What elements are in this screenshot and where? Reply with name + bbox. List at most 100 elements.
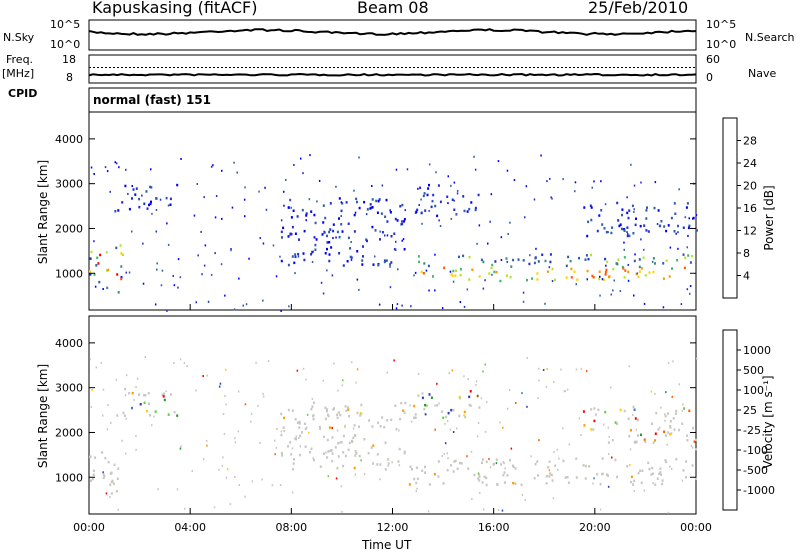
noise-cell [633,489,635,492]
echo-cell [630,429,632,432]
echo-cell [381,416,384,419]
echo-cell [663,225,666,228]
noise-cell [335,185,337,188]
echo-cell [326,408,328,411]
echo-cell [421,392,424,395]
echo-cell [115,490,118,493]
echo-cell [356,411,359,415]
noise-cell [681,409,683,412]
echo-cell [121,201,124,204]
echo-cell [389,263,392,266]
noise-cell [234,476,236,478]
echo-cell [340,209,343,213]
echo-cell [314,243,317,247]
noise-cell [482,370,484,373]
echo-cell [650,422,653,425]
echo-cell [104,456,107,460]
echo-cell [353,424,356,427]
noise-cell [444,442,447,445]
noise-cell [495,462,498,465]
noise-cell [244,215,246,218]
echo-cell [303,229,306,233]
echo-cell [493,270,496,274]
noise-cell [354,211,357,214]
noise-cell [604,203,607,206]
echo-cell [638,265,641,269]
noise-cell [686,246,688,249]
echo-cell [280,230,283,234]
echo-cell [390,235,393,238]
echo-cell [627,417,630,420]
echo-cell [305,214,308,217]
echo-cell [313,458,315,462]
noise-cell [667,511,670,514]
noise-cell [466,288,469,291]
echo-cell [394,404,397,407]
echo-cell [650,473,653,476]
noise-cell [662,306,665,309]
noise-cell [150,168,152,171]
echo-cell [138,197,141,201]
noise-cell [302,172,304,175]
noise-cell [109,495,111,498]
echo-cell [131,391,134,395]
noise-cell [195,301,197,304]
echo-cell [469,404,472,407]
noise-cell [327,475,330,478]
echo-cell [97,262,100,265]
echo-cell [647,461,650,465]
echo-cell [117,209,120,212]
echo-cell [143,394,146,397]
nave-label: Nave [748,67,777,80]
echo-cell [414,413,417,416]
noise-cell [428,163,431,166]
echo-cell [584,258,587,261]
echo-cell [611,226,614,229]
echo-cell [659,467,662,470]
echo-cell [549,253,552,256]
echo-cell [379,463,382,466]
echo-cell [456,467,459,470]
echo-cell [495,270,498,274]
echo-cell [116,273,119,276]
noise-cell [225,403,227,406]
echo-cell [327,450,330,453]
noise-cell [580,434,582,436]
noise-cell [389,265,391,268]
noise-cell [526,405,528,408]
echo-cell [124,387,127,391]
noise-cell [395,307,398,310]
echo-cell [685,476,687,479]
echo-cell [311,405,314,408]
echo-cell [594,413,597,416]
x-tick-label: 12:00 [377,521,409,534]
noise-cell [401,220,403,223]
echo-cell [366,239,368,243]
echo-cell [329,449,332,452]
noise-cell [416,487,418,490]
noise-cell [127,192,129,195]
echo-cell [311,250,314,254]
echo-cell [360,412,363,415]
noise-cell [333,362,335,365]
colorbar-tick-label: -1000 [743,484,775,497]
echo-cell [686,434,689,437]
noise-cell [398,464,401,467]
noise-cell [450,184,452,187]
noise-cell [231,206,234,209]
noise-cell [484,430,487,433]
colorbar-tick-label: 12 [743,225,757,238]
echo-cell [322,221,325,224]
noise-cell [466,455,468,458]
echo-cell [101,451,104,454]
echo-cell [395,427,398,431]
echo-cell [371,206,374,209]
echo-cell [578,256,580,260]
echo-cell [90,479,92,483]
echo-cell [673,202,676,205]
noise-cell [340,201,343,204]
noise-cell [552,497,555,500]
noise-cell [142,242,144,245]
echo-cell [390,261,393,264]
y-tick-label: 3000 [55,178,83,191]
